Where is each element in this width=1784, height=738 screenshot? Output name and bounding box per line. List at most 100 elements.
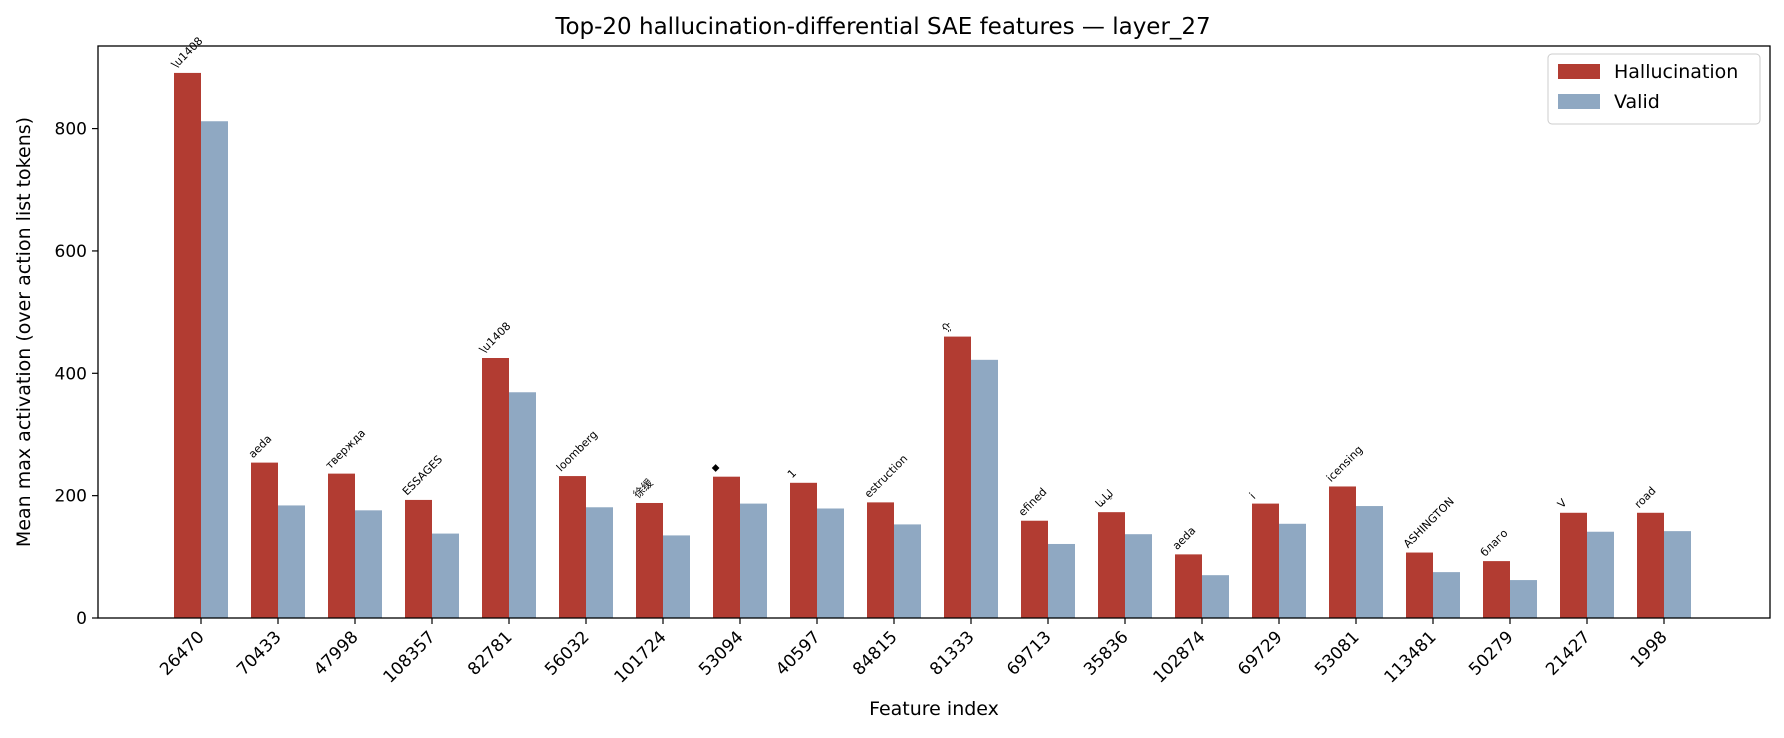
bar-hallucination-47998 [328, 473, 355, 618]
x-tick-label: 1998 [1627, 627, 1672, 672]
x-tick-label: 81333 [926, 627, 978, 679]
x-tick-label: 26470 [156, 627, 208, 679]
legend-box [1547, 53, 1761, 125]
bar-hallucination-101724 [636, 502, 663, 618]
bar-hallucination-81333 [944, 336, 971, 618]
plot-frame [97, 45, 1771, 619]
bar-annotation: لیاںنا [1093, 487, 1116, 510]
x-tick-label: 50279 [1465, 627, 1517, 679]
bar-valid-1998 [1664, 531, 1691, 618]
bar-hallucination-102874 [1175, 554, 1202, 618]
x-tick-label: 108357 [379, 627, 439, 687]
bar-valid-50279 [1510, 580, 1537, 618]
bar-hallucination-35836 [1098, 512, 1125, 618]
bar-hallucination-53094 [713, 476, 740, 618]
bar-valid-108357 [432, 533, 459, 618]
bar-hallucination-108357 [405, 499, 432, 618]
x-tick-label: 70433 [233, 627, 285, 679]
bar-valid-84815 [894, 524, 921, 618]
y-tick-label: 600 [55, 242, 87, 262]
x-tick-label: 82781 [464, 627, 516, 679]
y-axis: 0 200 400 600 800 [55, 120, 98, 629]
bar-annotations: \u1408 aeda твержда ESSAGES \u1408 loomberg 徐缓… [169, 35, 1659, 560]
y-axis-label: Mean max activation (over action list to… [13, 117, 35, 547]
bar-annotation: ▪ [708, 460, 722, 474]
bar-valid-53094 [740, 503, 767, 618]
bar-annotation: estruction [862, 452, 910, 500]
bar-hallucination-113481 [1406, 552, 1433, 618]
bar-hallucination-1998 [1637, 512, 1664, 618]
x-axis: 26470 70433 47998 108357 82781 56032 101724 530… [156, 618, 1672, 687]
bar-hallucination-69713 [1021, 520, 1048, 618]
x-tick-label: 69713 [1003, 627, 1055, 679]
bar-annotation: ᠭ [939, 319, 955, 335]
bar-valid-56032 [586, 507, 613, 618]
legend-label-hallucination: Hallucination [1614, 61, 1738, 83]
x-tick-label: 69729 [1234, 627, 1286, 679]
bar-annotation: i [1247, 490, 1258, 501]
bar-annotation: ASHINGTON [1401, 495, 1457, 551]
bar-valid-102874 [1202, 575, 1229, 618]
bar-annotation: 徐缓 [630, 476, 655, 501]
bar-hallucination-82781 [482, 358, 509, 618]
x-tick-label: 101724 [610, 627, 670, 687]
legend-swatch-hallucination [1558, 64, 1600, 79]
bar-valid-21427 [1587, 531, 1614, 618]
y-tick-label: 200 [55, 487, 87, 507]
bar-hallucination-56032 [559, 476, 586, 618]
bar-annotation: V [1555, 496, 1570, 511]
bar-annotation: road [1632, 484, 1659, 511]
bar-valid-81333 [971, 359, 998, 618]
bar-hallucination-26470 [174, 72, 201, 618]
chart-title: Top-20 hallucination-differential SAE fe… [554, 14, 1210, 40]
x-tick-label: 113481 [1380, 627, 1440, 687]
bar-valid-47998 [355, 510, 382, 618]
bar-valid-69729 [1279, 523, 1306, 618]
x-tick-label: 47998 [310, 627, 362, 679]
x-tick-label: 21427 [1542, 627, 1594, 679]
bar-hallucination-70433 [251, 462, 278, 618]
bar-annotation: твержда [323, 427, 368, 472]
bar-annotation: icensing [1324, 443, 1365, 484]
x-tick-label: 102874 [1149, 627, 1209, 687]
bar-valid-113481 [1433, 572, 1460, 618]
bar-valid-82781 [509, 392, 536, 618]
bar-hallucination-69729 [1252, 503, 1279, 618]
bar-hallucination-50279 [1483, 561, 1510, 618]
bar-annotation: \u1408 [477, 320, 514, 357]
y-tick-label: 400 [55, 364, 87, 384]
bar-valid-26470 [201, 121, 228, 618]
bar-annotation: ESSAGES [400, 453, 445, 498]
bar-valid-70433 [278, 505, 305, 618]
y-tick-label: 0 [76, 609, 87, 629]
bar-valid-101724 [663, 535, 690, 618]
bar-hallucination-40597 [790, 482, 817, 618]
bar-valid-35836 [1125, 534, 1152, 618]
bar-annotation: aeda [1170, 524, 1198, 552]
bar-annotation: aeda [246, 432, 274, 460]
bar-valid-53081 [1356, 506, 1383, 618]
bars-layer [174, 72, 1691, 618]
bar-valid-40597 [817, 508, 844, 618]
x-tick-label: 53094 [695, 627, 747, 679]
x-tick-label: 53081 [1311, 627, 1363, 679]
bar-hallucination-84815 [867, 502, 894, 618]
bar-annotation: loomberg [554, 428, 600, 474]
bar-annotation: \u1408 [169, 35, 206, 72]
bar-annotation: 1 [785, 467, 799, 481]
bar-hallucination-21427 [1560, 512, 1587, 618]
x-axis-label: Feature index [869, 698, 999, 720]
x-tick-label: 35836 [1080, 627, 1132, 679]
x-tick-label: 84815 [849, 627, 901, 679]
y-tick-label: 800 [55, 120, 87, 140]
x-tick-label: 40597 [772, 627, 824, 679]
legend: Hallucination Valid [1547, 53, 1761, 125]
bar-annotation: благо [1478, 526, 1511, 559]
legend-label-valid: Valid [1614, 91, 1660, 113]
bar-valid-69713 [1048, 543, 1075, 618]
bar-hallucination-53081 [1329, 486, 1356, 618]
legend-swatch-valid [1558, 94, 1600, 109]
bar-annotation: efined [1016, 485, 1050, 519]
